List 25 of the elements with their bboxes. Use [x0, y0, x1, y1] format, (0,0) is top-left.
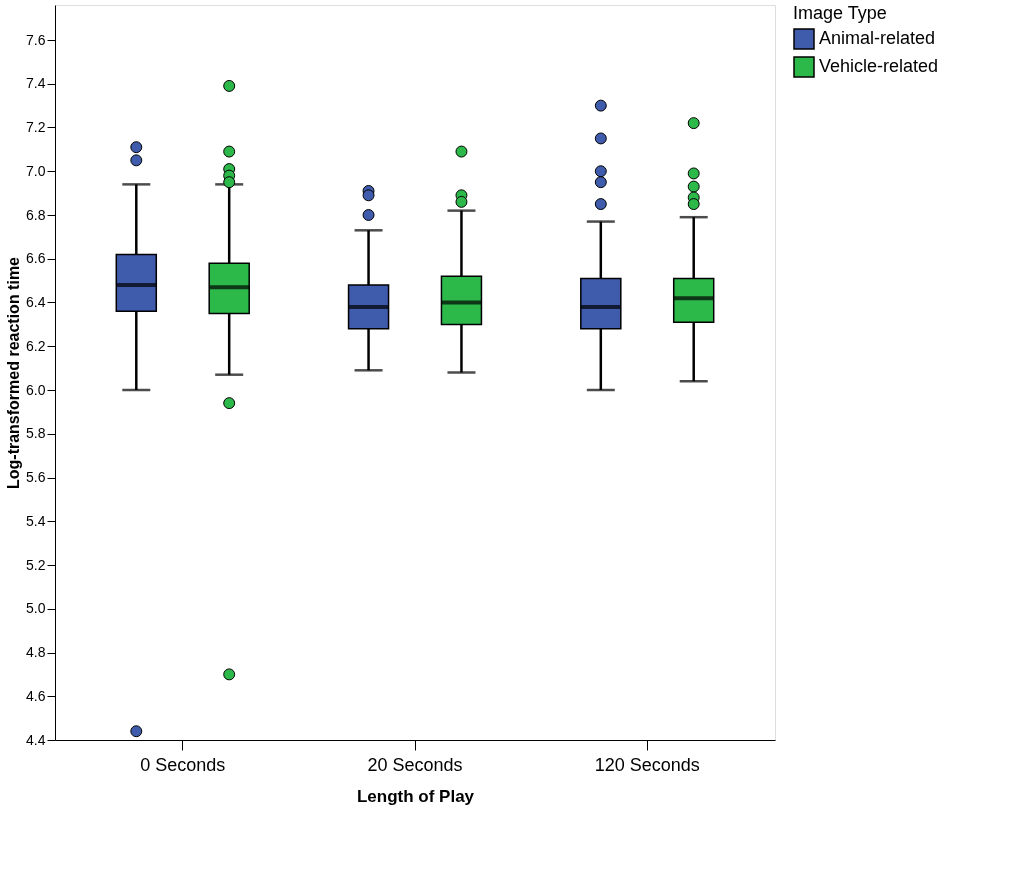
y-tick-label: 7.0: [26, 162, 46, 179]
y-tick-label: 6.0: [26, 381, 46, 398]
y-tick-label: 7.4: [26, 75, 46, 92]
y-tick-label: 6.6: [26, 250, 46, 267]
y-axis-title: Log-transformed reaction time: [5, 256, 23, 490]
y-tick-label: 6.8: [26, 206, 46, 223]
legend-label: Vehicle-related: [819, 56, 939, 76]
y-tick-label: 4.6: [26, 687, 46, 704]
y-tick-label: 6.2: [26, 337, 46, 354]
legend-label: Animal-related: [819, 28, 936, 48]
y-tick-label: 5.0: [26, 600, 46, 617]
y-tick-label: 5.4: [26, 512, 46, 529]
x-axis-title: Length of Play: [356, 786, 475, 806]
y-tick-label: 7.6: [26, 31, 46, 48]
x-tick-label: 0 Seconds: [140, 754, 226, 775]
y-tick-label: 4.8: [26, 644, 46, 660]
legend-title: Image Type: [793, 3, 887, 23]
y-tick-label: 7.2: [26, 119, 46, 135]
x-tick-label: 120 Seconds: [594, 754, 700, 775]
y-tick-label: 5.6: [26, 469, 46, 485]
y-tick-label: 5.2: [26, 556, 46, 573]
y-tick-label: 6.4: [26, 294, 46, 310]
y-tick-label: 5.8: [26, 425, 46, 442]
x-tick-label: 20 Seconds: [367, 754, 463, 775]
y-tick-label: 4.4: [26, 731, 46, 748]
